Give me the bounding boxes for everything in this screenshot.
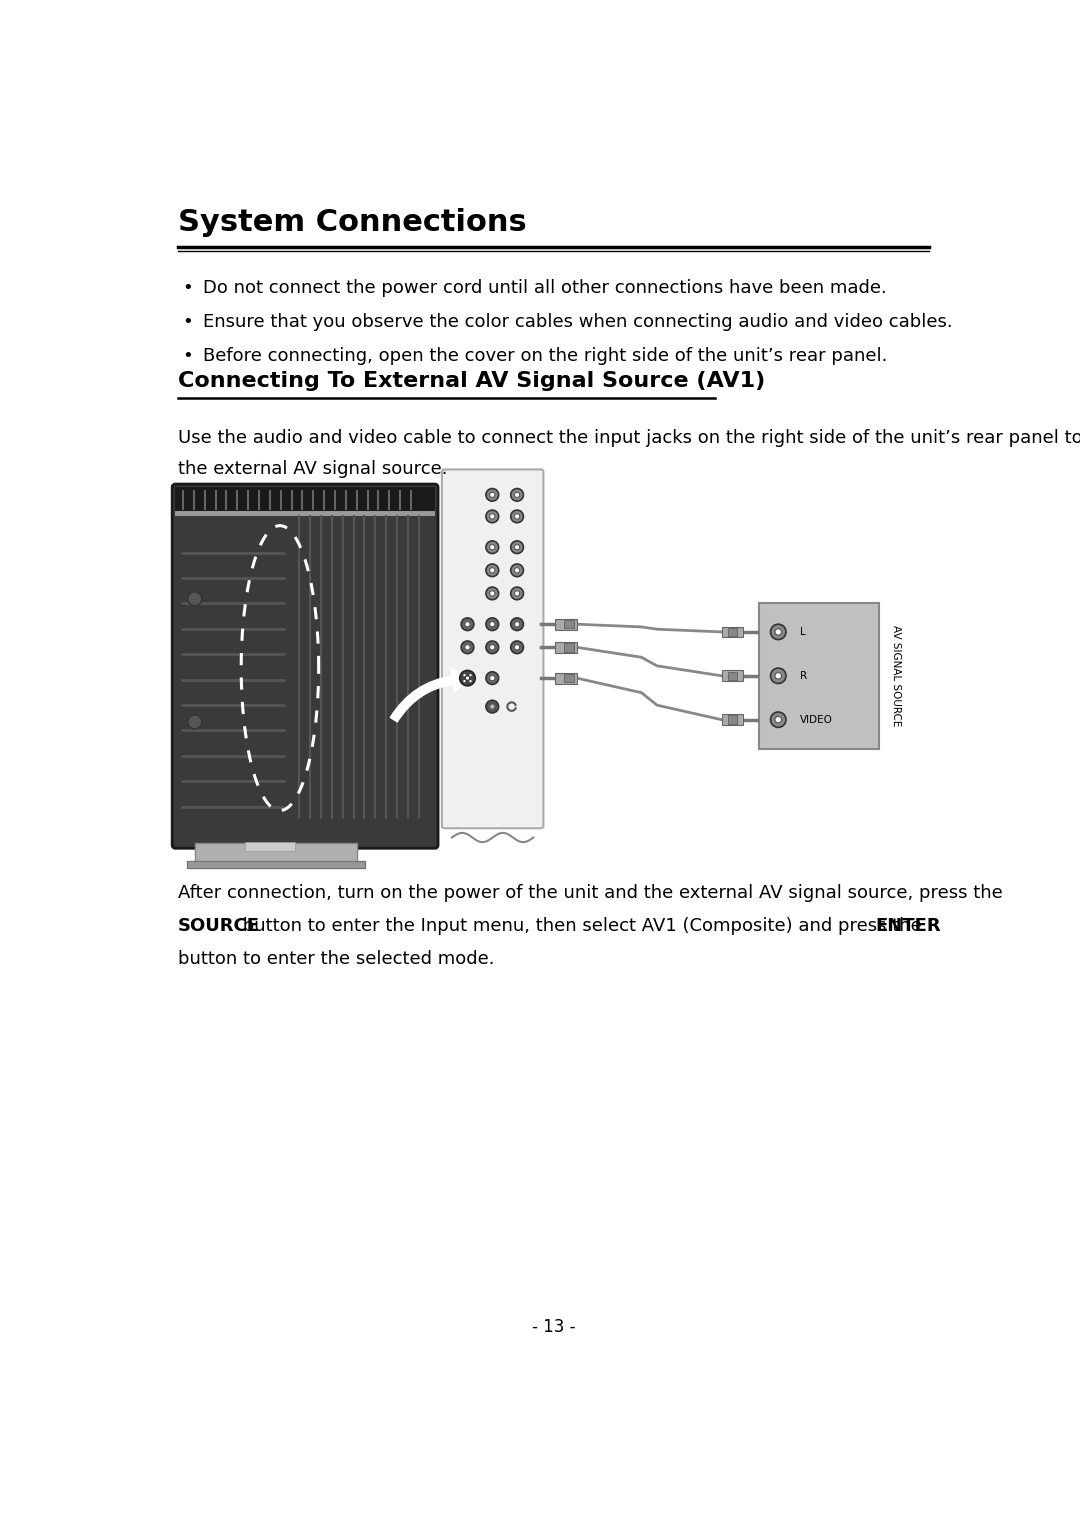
Text: AV SIGNAL SOURCE: AV SIGNAL SOURCE [891,625,901,726]
Bar [565,644,573,651]
Circle shape [486,509,499,523]
Circle shape [489,590,495,596]
Circle shape [775,673,782,679]
Circle shape [775,717,782,723]
Circle shape [514,544,519,551]
Text: VIDEO: VIDEO [800,715,833,724]
Circle shape [511,488,524,502]
Bar [565,674,573,682]
Circle shape [489,676,495,680]
Circle shape [511,640,524,654]
Circle shape [489,645,495,650]
Circle shape [511,509,524,523]
Text: Use the audio and video cable to connect the input jacks on the right side of th: Use the audio and video cable to connect… [177,430,1080,447]
Circle shape [486,541,499,554]
Text: •: • [183,313,193,331]
Bar [194,843,357,862]
Circle shape [470,674,472,676]
FancyBboxPatch shape [172,483,438,848]
Bar [721,627,743,637]
Text: - 13 -: - 13 - [531,1318,576,1336]
Circle shape [489,514,495,519]
Circle shape [470,680,472,682]
Circle shape [511,587,524,599]
Circle shape [489,705,495,709]
Text: After connection, turn on the power of the unit and the external AV signal sourc: After connection, turn on the power of t… [177,883,1002,901]
Text: Ensure that you observe the color cables when connecting audio and video cables.: Ensure that you observe the color cables… [203,313,953,331]
Circle shape [188,592,202,605]
Circle shape [514,567,519,573]
Circle shape [486,564,499,576]
Circle shape [514,622,519,627]
Circle shape [465,677,469,680]
Circle shape [461,618,474,630]
Circle shape [770,624,786,639]
Text: L: L [800,627,806,637]
Circle shape [489,622,495,627]
Circle shape [486,700,499,712]
Circle shape [486,618,499,630]
Bar [245,842,296,851]
Text: the external AV signal source.: the external AV signal source. [177,461,447,479]
Text: Connecting To External AV Signal Source (AV1): Connecting To External AV Signal Source … [177,371,765,390]
Bar [728,671,738,680]
Circle shape [463,674,465,676]
Bar [555,673,577,683]
Circle shape [464,645,470,650]
Circle shape [514,645,519,650]
Bar [721,671,743,682]
Text: System Connections: System Connections [177,207,526,236]
Circle shape [511,541,524,554]
Bar [728,715,738,724]
Circle shape [770,712,786,727]
Circle shape [464,622,470,627]
Circle shape [486,640,499,654]
FancyArrowPatch shape [390,668,470,721]
Text: •: • [183,279,193,297]
Text: Before connecting, open the cover on the right side of the unit’s rear panel.: Before connecting, open the cover on the… [203,348,888,364]
Bar [728,628,738,636]
Bar [175,486,435,512]
Circle shape [511,564,524,576]
Circle shape [770,668,786,683]
Bar [565,621,573,628]
Circle shape [489,544,495,551]
Text: SOURCE: SOURCE [177,917,259,935]
Text: button to enter the selected mode.: button to enter the selected mode. [177,950,495,968]
Circle shape [486,587,499,599]
Circle shape [775,628,782,634]
Text: Do not connect the power cord until all other connections have been made.: Do not connect the power cord until all … [203,279,887,297]
Bar [721,714,743,724]
Circle shape [489,567,495,573]
Circle shape [514,493,519,497]
Bar [175,511,435,517]
Circle shape [511,618,524,630]
FancyBboxPatch shape [442,470,543,828]
Bar [555,619,577,630]
Circle shape [489,493,495,497]
Circle shape [461,640,474,654]
Text: button to enter the Input menu, then select AV1 (Composite) and press the: button to enter the Input menu, then sel… [238,917,928,935]
Circle shape [486,488,499,502]
Circle shape [486,673,499,685]
Text: •: • [183,348,193,364]
Circle shape [514,514,519,519]
Text: R: R [800,671,807,680]
Circle shape [460,671,475,686]
Bar [555,642,577,653]
Circle shape [463,680,465,682]
Bar [187,860,365,868]
Bar [759,602,879,749]
Circle shape [514,590,519,596]
Circle shape [188,715,202,729]
Text: ENTER: ENTER [875,917,941,935]
